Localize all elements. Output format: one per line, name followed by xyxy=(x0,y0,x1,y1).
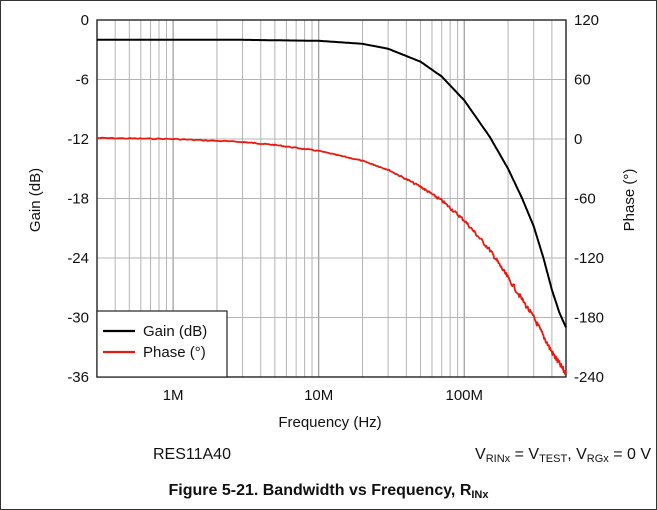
condition-mid-2: , V xyxy=(567,446,587,463)
condition-suffix: = 0 V xyxy=(608,446,651,463)
x-axis-label: Frequency (Hz) xyxy=(278,414,381,431)
condition-sub-rgx: RGx xyxy=(586,453,609,465)
condition-mid-1: = V xyxy=(510,446,540,463)
condition-prefix: V xyxy=(475,446,486,463)
series-line-gain xyxy=(97,38,567,328)
condition-sub-test: TEST xyxy=(539,453,568,465)
y-tick-label-right: 60 xyxy=(574,72,591,89)
y-tick-label-left: -18 xyxy=(67,191,89,208)
y-tick-label-left: -12 xyxy=(67,131,89,148)
legend-box xyxy=(96,310,228,378)
y-axis-label-right: Phase (°) xyxy=(621,169,638,232)
x-tick-label: 100M xyxy=(445,387,483,404)
y-tick-label-left: -24 xyxy=(67,250,89,267)
series-line-phase xyxy=(96,136,567,375)
legend: Gain (dB) Phase (°) xyxy=(96,310,228,378)
y-tick-label-right: -120 xyxy=(574,250,604,267)
x-tick-label: 1M xyxy=(163,387,184,404)
y-tick-label-right: -60 xyxy=(574,191,596,208)
y-tick-label-right: 0 xyxy=(574,131,582,148)
y-tick-label-left: -30 xyxy=(67,310,89,327)
device-label: RES11A40 xyxy=(153,446,231,463)
condition-sub-rinx: RINx xyxy=(485,453,511,465)
y-tick-label-left: 0 xyxy=(81,12,89,29)
y-tick-label-left: -36 xyxy=(67,369,89,386)
y-tick-label-right: 120 xyxy=(574,12,599,29)
legend-label-gain: Gain (dB) xyxy=(143,323,207,340)
y-tick-label-right: -180 xyxy=(574,310,604,327)
axes: 0 -6 -12 -18 -24 -30 -36 120 60 0 -60 -120 -180 -240 1… xyxy=(67,12,604,404)
caption-text: Figure 5-21. Bandwidth vs Frequency, R xyxy=(168,482,472,499)
series-layer xyxy=(96,38,567,375)
y-tick-label-right: -240 xyxy=(574,369,604,386)
y-tick-label-left: -6 xyxy=(76,72,89,89)
x-tick-label: 10M xyxy=(304,387,333,404)
caption-sub: INx xyxy=(471,489,489,501)
plot-border xyxy=(96,19,567,378)
test-condition: VRINx = VTEST, VRGx = 0 V xyxy=(475,446,651,465)
figure-caption: Figure 5-21. Bandwidth vs Frequency, RIN… xyxy=(0,482,657,501)
legend-label-phase: Phase (°) xyxy=(143,344,206,361)
y-axis-label-left: Gain (dB) xyxy=(27,168,44,232)
